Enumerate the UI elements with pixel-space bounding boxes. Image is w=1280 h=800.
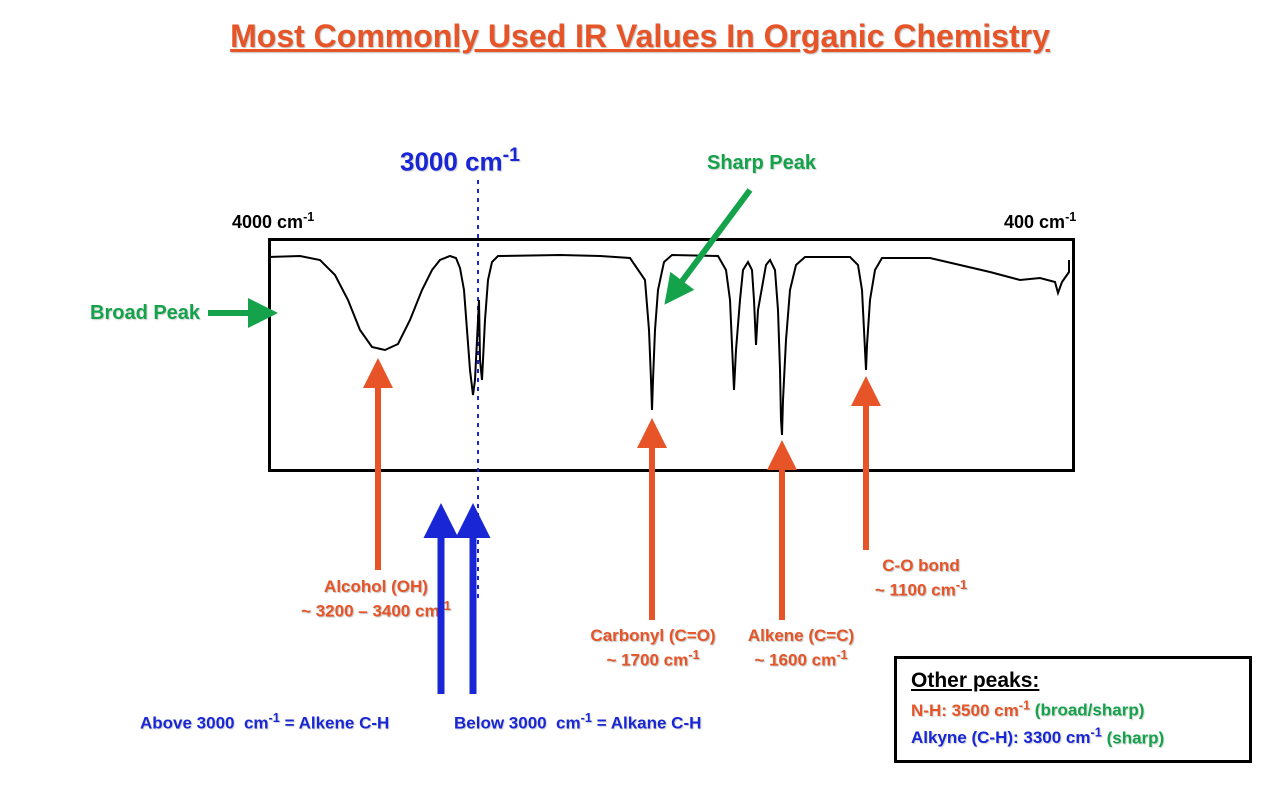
label-alkene-l1: Alkene (C=C): [748, 626, 854, 645]
other-peaks-box: Other peaks: N-H: 3500 cm-1 (broad/sharp…: [894, 656, 1252, 763]
label-sharp-peak: Sharp Peak: [707, 152, 816, 175]
axis-right-value: 400 cm-1: [1004, 212, 1076, 232]
axis-left-label: 4000 cm-1: [232, 210, 314, 233]
label-co-bond: C-O bond ~ 1100 cm-1: [836, 555, 1006, 602]
label-carbonyl-l1: Carbonyl (C=O): [590, 626, 715, 645]
label-alkene: Alkene (C=C) ~ 1600 cm-1: [716, 625, 886, 672]
axis-right-label: 400 cm-1: [1004, 210, 1076, 233]
label-below-3000: Below 3000 cm-1 = Alkane C-H: [454, 710, 701, 734]
other-peaks-title: Other peaks:: [911, 669, 1235, 693]
other-peak-nh: N-H: 3500 cm-1 (broad/sharp): [911, 697, 1235, 721]
other-peak-alkyne: Alkyne (C-H): 3300 cm-1 (sharp): [911, 725, 1235, 749]
page-title: Most Commonly Used IR Values In Organic …: [0, 18, 1280, 55]
label-co-l1: C-O bond: [882, 556, 959, 575]
label-broad-peak: Broad Peak: [90, 302, 200, 325]
label-above-3000: Above 3000 cm-1 = Alkene C-H: [140, 710, 389, 734]
label-alcohol-l1: Alcohol (OH): [324, 577, 428, 596]
label-3000: 3000 cm-1: [400, 144, 520, 178]
spectrum-box: [268, 238, 1075, 472]
axis-left-value: 4000 cm-1: [232, 212, 314, 232]
page-root: Most Commonly Used IR Values In Organic …: [0, 0, 1280, 800]
label-alcohol: Alcohol (OH) ~ 3200 – 3400 cm-1: [266, 576, 486, 623]
